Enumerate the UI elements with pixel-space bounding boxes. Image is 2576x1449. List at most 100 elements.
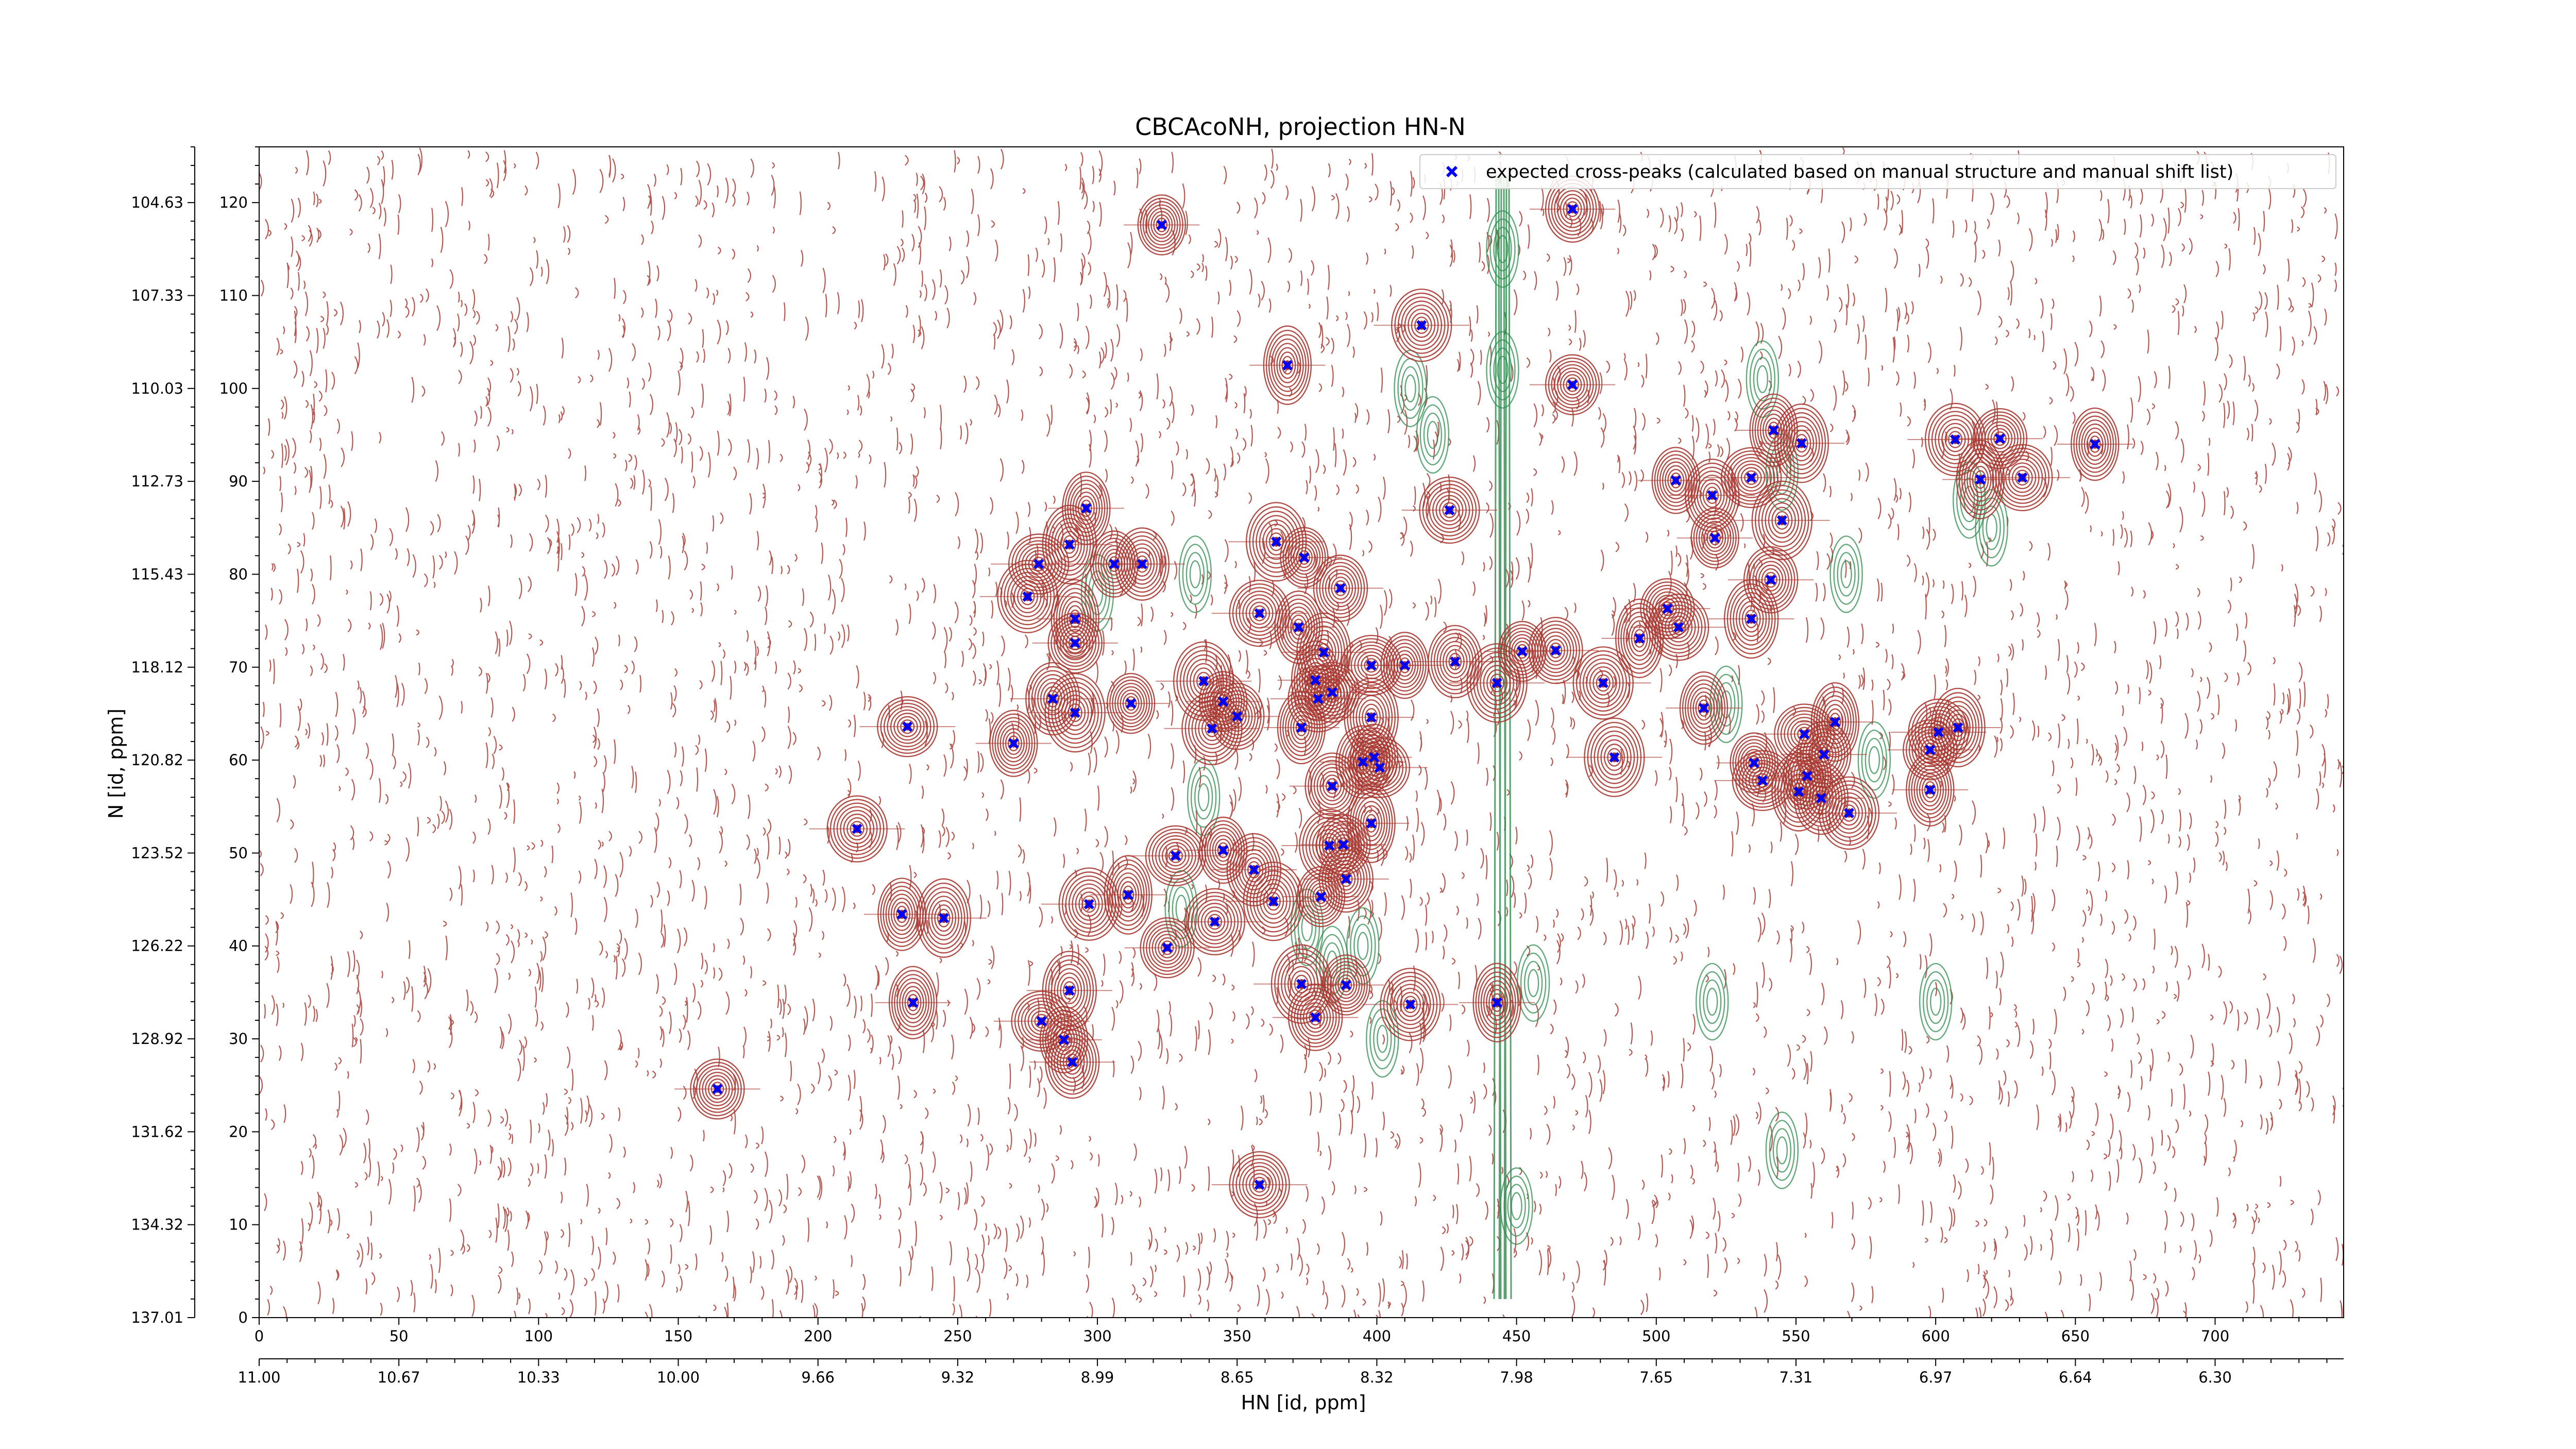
negative-contour: [1696, 963, 1729, 1041]
noise-contours: [259, 147, 2344, 1318]
cross-peak-marker: [1709, 532, 1720, 544]
y-tick-label: 110: [219, 287, 248, 305]
cross-peak-marker: [1799, 729, 1810, 739]
cross-peak-marker: [1953, 722, 1963, 733]
cross-peak-marker: [1707, 490, 1718, 501]
peak-contour: [875, 966, 951, 1039]
peak-contour: [1801, 776, 1897, 850]
y-tick-label: 100: [219, 380, 248, 397]
cross-peak-marker: [1673, 622, 1684, 633]
x-ppm-tick-label: 6.64: [2059, 1369, 2092, 1386]
peak-contour: [1093, 672, 1169, 734]
cross-peak-marker: [1368, 752, 1380, 763]
x-tick-label: 200: [804, 1327, 832, 1345]
cross-peak-marker: [1064, 985, 1075, 996]
x-axis: 0 50 100 150 200 250 300 350 400 450 500 550 600 650 7…: [255, 1317, 2344, 1345]
cross-peak-marker: [1083, 899, 1094, 909]
peak-contour: [1027, 672, 1123, 753]
cross-peak-marker: [1282, 360, 1293, 370]
cross-peak-marker: [1254, 608, 1265, 619]
cross-peak-marker: [1444, 504, 1455, 516]
x-tick-label: 350: [1223, 1327, 1251, 1345]
noise-contour-path: [259, 147, 2344, 1318]
y-tick-label: 80: [229, 565, 248, 583]
x-ppm-tick-label: 7.98: [1500, 1369, 1533, 1386]
peak-contour: [1459, 963, 1535, 1042]
peak-contour: [1666, 671, 1742, 745]
x-tick-label: 700: [2201, 1327, 2229, 1345]
peak-contour: [1367, 631, 1443, 699]
cross-peak-marker: [1802, 770, 1812, 781]
negative-contour: [1919, 963, 1953, 1041]
cross-peak-marker: [1567, 204, 1578, 214]
cross-peak-marker: [1299, 552, 1310, 563]
y-ppm-tick-label: 131.62: [131, 1123, 183, 1140]
cross-peak-marker: [1327, 687, 1337, 698]
peak-contour: [1124, 194, 1200, 256]
cross-peak-marker: [1064, 539, 1075, 550]
cross-peak-marker: [1217, 696, 1229, 707]
negative-contour: [1416, 396, 1450, 474]
x-ppm-tick-label: 10.00: [657, 1369, 700, 1386]
cross-peak-marker: [1310, 675, 1321, 686]
cross-peak-marker: [1268, 896, 1279, 907]
cross-peak-marker: [1137, 559, 1148, 569]
negative-contour-streak: [1493, 175, 1512, 1299]
cross-peak-marker: [1746, 472, 1757, 483]
cross-peak-marker: [1310, 1012, 1321, 1023]
x-ppm-tick-label: 10.33: [517, 1369, 560, 1386]
cross-peak-marker: [1399, 660, 1410, 671]
x-ppm-tick-label: 7.31: [1780, 1369, 1813, 1386]
cross-peak-marker: [1217, 845, 1229, 856]
cross-peak-marker: [1550, 645, 1561, 656]
peak-contour: [1297, 554, 1384, 622]
cross-peak-marker: [1248, 864, 1259, 875]
peak-contour: [1892, 753, 1968, 827]
x-ppm-tick-label: 8.99: [1081, 1369, 1114, 1386]
cross-peak-marker: [1366, 818, 1377, 829]
x-tick-label: 650: [2061, 1327, 2090, 1345]
x-axis-title: HN [id, ppm]: [1241, 1391, 1366, 1414]
cross-peak-marker: [1933, 727, 1944, 738]
y-ppm-tick-label: 110.03: [131, 380, 183, 397]
x-tick-label: 100: [524, 1327, 553, 1345]
y-ppm-tick-label: 137.01: [131, 1309, 183, 1326]
x-ppm-tick-label: 11.00: [238, 1369, 280, 1386]
y-ppm-tick-label: 128.92: [131, 1030, 183, 1048]
cross-peak-marker: [1271, 536, 1282, 547]
cross-peak-marker: [1338, 839, 1349, 850]
cross-peak-marker: [1366, 660, 1377, 671]
cross-peak-marker: [1492, 997, 1502, 1008]
peak-contour: [1167, 888, 1263, 956]
cross-peak-marker: [1022, 591, 1033, 602]
cross-peak-marker: [1156, 220, 1167, 230]
x-ppm-tick-label: 7.65: [1640, 1369, 1673, 1386]
y-tick-label: 60: [229, 751, 248, 769]
cross-peak-marker: [1925, 784, 1936, 795]
negative-contour: [1178, 535, 1212, 613]
cross-peak-marker: [712, 1084, 723, 1094]
y-tick-label: 30: [229, 1030, 248, 1048]
cross-peak-marker: [1698, 702, 1709, 714]
plot-area: [259, 146, 2344, 1318]
cross-peak-marker: [1070, 637, 1080, 649]
peak-contour: [1225, 861, 1321, 941]
cross-peak-marker: [1254, 1179, 1265, 1190]
cross-peak-marker: [1315, 891, 1327, 902]
x-tick-label: 0: [255, 1327, 264, 1345]
cross-peak-marker: [1768, 425, 1779, 436]
y-tick-label: 20: [229, 1123, 248, 1140]
negative-contour: [1486, 210, 1519, 288]
y-tick-label: 90: [229, 473, 248, 490]
cross-peak-marker: [1829, 717, 1841, 728]
cross-peak-marker: [1776, 515, 1788, 526]
cross-peak-marker: [1416, 320, 1427, 331]
x-ppm-tick-label: 9.32: [941, 1369, 975, 1386]
x-ppm-tick-label: 8.65: [1221, 1369, 1254, 1386]
x-tick-label: 300: [1083, 1327, 1111, 1345]
negative-contour: [1745, 340, 1780, 418]
x-tick-label: 150: [664, 1327, 692, 1345]
legend-box: [1419, 154, 2336, 189]
cross-peak-marker: [1670, 475, 1681, 486]
